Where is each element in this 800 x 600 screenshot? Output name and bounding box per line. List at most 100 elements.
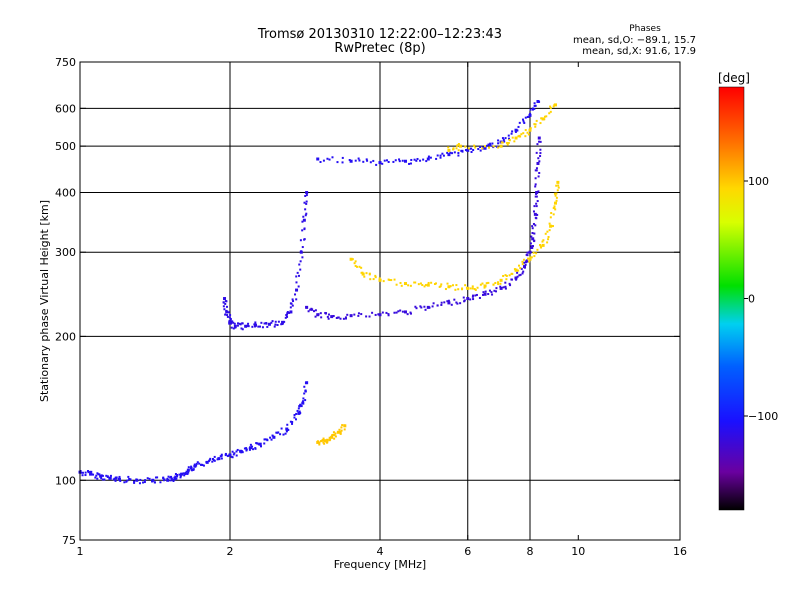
trace-dot bbox=[538, 140, 541, 143]
trace-dot bbox=[98, 473, 101, 476]
trace-dot bbox=[126, 479, 129, 482]
trace-dot bbox=[470, 151, 473, 154]
trace-dot bbox=[392, 160, 395, 163]
trace-dot bbox=[555, 184, 558, 187]
trace-dot bbox=[299, 403, 302, 406]
colorbar-tick-label: 0 bbox=[748, 293, 755, 306]
trace-dot bbox=[532, 251, 535, 254]
trace-dot bbox=[249, 443, 252, 446]
trace-dot bbox=[302, 215, 305, 218]
trace-dot bbox=[335, 316, 338, 319]
trace-dot bbox=[304, 194, 307, 197]
trace-dot bbox=[382, 280, 385, 283]
trace-dot bbox=[266, 439, 269, 442]
trace-dot bbox=[453, 151, 456, 154]
trace-dot bbox=[387, 278, 390, 281]
trace-dot bbox=[142, 481, 145, 484]
trace-dot bbox=[358, 265, 361, 268]
trace-dot bbox=[518, 274, 521, 277]
trace-dot bbox=[523, 266, 526, 269]
trace-dot bbox=[529, 256, 532, 259]
x-tick-label: 8 bbox=[527, 545, 534, 558]
trace-dot bbox=[415, 159, 418, 162]
trace-dot bbox=[365, 158, 368, 161]
trace-dot bbox=[401, 159, 404, 162]
trace-dot bbox=[449, 151, 452, 154]
trace-dot bbox=[504, 287, 507, 290]
trace-dot bbox=[228, 316, 231, 319]
trace-dot bbox=[500, 141, 503, 144]
trace-dot bbox=[471, 287, 474, 290]
trace-dot bbox=[323, 442, 326, 445]
trace-dot bbox=[231, 450, 234, 453]
data-point bbox=[225, 310, 229, 314]
trace-dot bbox=[263, 442, 266, 445]
trace-dot bbox=[322, 437, 325, 440]
trace-dot bbox=[360, 313, 363, 316]
trace-dot bbox=[247, 325, 250, 328]
trace-dot bbox=[332, 433, 335, 436]
trace-dot bbox=[305, 305, 308, 308]
trace-dot bbox=[84, 474, 87, 477]
trace-dot bbox=[540, 246, 543, 249]
trace-dot bbox=[336, 316, 339, 319]
chart-title: Tromsø 20130310 12:22:00–12:23:43 bbox=[257, 27, 502, 42]
trace-dot bbox=[226, 314, 229, 317]
trace-dot bbox=[541, 240, 544, 243]
trace-dot bbox=[341, 424, 344, 427]
trace-dot bbox=[286, 315, 289, 318]
trace-dot bbox=[470, 147, 473, 150]
trace-dot bbox=[257, 325, 260, 328]
trace-dot bbox=[413, 158, 416, 161]
trace-dot bbox=[473, 288, 476, 291]
data-point bbox=[223, 297, 227, 301]
trace-dot bbox=[393, 278, 396, 281]
trace-dot bbox=[531, 232, 534, 235]
trace-dot bbox=[224, 313, 227, 316]
trace-dot bbox=[446, 282, 449, 285]
trace-dot bbox=[511, 130, 514, 133]
trace-dot bbox=[492, 283, 495, 286]
trace-dot bbox=[324, 312, 327, 315]
trace-dot bbox=[254, 321, 257, 324]
trace-dot bbox=[514, 130, 517, 133]
y-tick-label: 100 bbox=[55, 474, 76, 487]
trace-dot bbox=[368, 272, 371, 275]
trace-dot bbox=[299, 239, 302, 242]
trace-dot bbox=[332, 314, 335, 317]
trace-dot bbox=[460, 149, 463, 152]
trace-dot bbox=[510, 132, 513, 135]
x-axis: 1 2 4 6 8 10 16 bbox=[77, 62, 687, 558]
trace-dot bbox=[469, 298, 472, 301]
trace-dot bbox=[455, 147, 458, 150]
trace-dot bbox=[354, 264, 357, 267]
data-point bbox=[447, 301, 451, 305]
trace-dot bbox=[450, 303, 453, 306]
trace-dot bbox=[464, 284, 467, 287]
trace-dot bbox=[153, 481, 156, 484]
trace-dot bbox=[105, 474, 108, 477]
data-point bbox=[117, 477, 121, 481]
trace-dot bbox=[190, 466, 193, 469]
trace-dot bbox=[343, 424, 346, 427]
trace-dot bbox=[298, 410, 301, 413]
trace-dot bbox=[522, 258, 525, 261]
data-point bbox=[426, 283, 430, 287]
trace-dot bbox=[96, 477, 99, 480]
trace-dot bbox=[224, 302, 227, 305]
trace-dot bbox=[511, 272, 514, 275]
trace-dot bbox=[272, 435, 275, 438]
trace-dot bbox=[325, 440, 328, 443]
trace-dot bbox=[216, 458, 219, 461]
trace-dot bbox=[322, 441, 325, 444]
trace-dot bbox=[223, 308, 226, 311]
trace-dot bbox=[506, 143, 509, 146]
trace-dot bbox=[371, 311, 374, 314]
trace-dot bbox=[256, 442, 259, 445]
trace-dot bbox=[539, 243, 542, 246]
trace-dot bbox=[399, 309, 402, 312]
trace-dot bbox=[423, 305, 426, 308]
trace-dot bbox=[516, 129, 519, 132]
trace-dot bbox=[304, 382, 307, 385]
trace-dot bbox=[326, 439, 329, 442]
